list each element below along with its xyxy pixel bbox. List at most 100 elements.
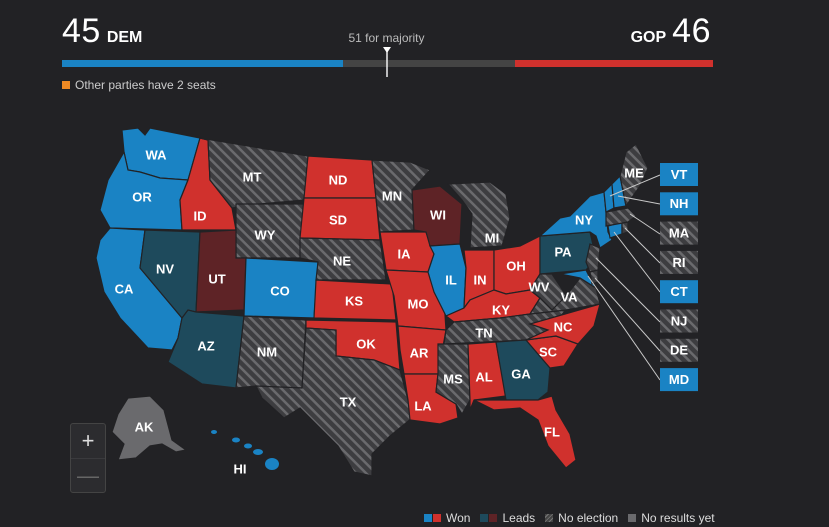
no-election-swatch (545, 514, 554, 522)
state-label-hi: HI (234, 461, 247, 476)
zoom-controls: + — (70, 423, 106, 493)
state-label-ok: OK (356, 336, 376, 351)
state-label-nm: NM (257, 344, 277, 359)
state-label-il: IL (445, 272, 457, 287)
gop-seat-count: 46 (672, 12, 711, 50)
state-label-ak: AK (135, 419, 154, 434)
state-label-nc: NC (554, 319, 573, 334)
state-label-me: ME (624, 165, 644, 180)
zoom-in-button[interactable]: + (81, 428, 95, 453)
state-label-tn: TN (475, 325, 492, 340)
gop-bar-fill (515, 60, 713, 67)
state-label-mt: MT (243, 169, 262, 184)
state-de[interactable] (589, 269, 599, 285)
state-label-id: ID (194, 208, 207, 223)
map-legend: Won Leads No election No results yet (424, 511, 725, 525)
state-label-ia: IA (398, 246, 412, 261)
state-label-fl: FL (544, 424, 560, 439)
legend-no-results: No results yet (628, 511, 715, 525)
state-label-sd: SD (329, 212, 347, 227)
dem-seat-count: 45 (62, 12, 101, 50)
state-label-mi: MI (485, 230, 499, 245)
state-label-pa: PA (554, 244, 572, 259)
state-label-ne: NE (333, 253, 351, 268)
no-results-swatch (628, 514, 637, 522)
state-label-mo: MO (408, 296, 429, 311)
state-label-az: AZ (197, 338, 214, 353)
majority-label: 51 for majority (348, 31, 425, 45)
state-label-ny: NY (575, 212, 593, 227)
state-fl[interactable] (473, 395, 577, 469)
state-label-wa: WA (146, 147, 168, 162)
legend-no-election: No election (545, 511, 618, 525)
state-box-label-de: DE (670, 343, 688, 358)
state-label-ks: KS (345, 293, 363, 308)
zoom-out-button[interactable]: — (71, 458, 105, 493)
gop-score: GOP 46 (625, 12, 711, 52)
state-label-ca: CA (115, 281, 134, 296)
state-box-fill-de (660, 338, 698, 362)
state-ks[interactable] (313, 279, 397, 321)
state-mi[interactable] (446, 181, 511, 249)
state-box-ct[interactable]: CT (660, 280, 698, 304)
state-label-sc: SC (539, 344, 558, 359)
state-label-va: VA (560, 289, 578, 304)
state-ny[interactable] (538, 191, 613, 249)
state-box-fill-ri (660, 250, 698, 274)
state-nc[interactable] (525, 303, 601, 345)
northeast-leader-lines (587, 174, 661, 381)
state-box-md[interactable]: MD (660, 368, 698, 392)
state-me[interactable] (619, 143, 649, 208)
state-box-label-vt: VT (671, 167, 688, 182)
gop-leads-swatch (489, 514, 498, 522)
dem-won-swatch (424, 514, 432, 522)
majority-marker-icon (383, 47, 391, 77)
state-label-wi: WI (430, 207, 446, 222)
state-label-ar: AR (410, 345, 429, 360)
state-box-fill-vt (660, 163, 698, 186)
state-label-tx: TX (340, 394, 357, 409)
state-label-nv: NV (156, 261, 174, 276)
state-box-nj[interactable]: NJ (660, 309, 698, 333)
state-label-la: LA (414, 398, 432, 413)
state-box-ri[interactable]: RI (660, 250, 698, 274)
state-label-wy: WY (255, 227, 276, 242)
other-parties-note: Other parties have 2 seats (62, 78, 216, 92)
state-label-or: OR (132, 189, 152, 204)
legend-won: Won (424, 511, 470, 525)
state-ak[interactable] (111, 395, 188, 461)
state-box-fill-ct (660, 280, 698, 304)
state-box-fill-nh (660, 192, 698, 216)
state-box-fill-md (660, 368, 698, 392)
gop-won-swatch (433, 514, 441, 522)
state-box-label-ri: RI (673, 255, 686, 270)
state-box-vt[interactable]: VT (660, 163, 698, 186)
state-box-de[interactable]: DE (660, 338, 698, 362)
state-label-in: IN (474, 272, 487, 287)
dem-party-label: DEM (106, 29, 143, 46)
dem-leads-swatch (480, 514, 489, 522)
state-ma[interactable] (605, 207, 637, 227)
state-box-label-nh: NH (670, 196, 689, 211)
state-hi[interactable] (211, 430, 279, 470)
state-box-fill-ma (660, 221, 698, 245)
state-label-al: AL (475, 369, 492, 384)
state-label-ga: GA (511, 366, 531, 381)
state-label-mn: MN (382, 188, 402, 203)
state-label-ut: UT (208, 271, 225, 286)
gop-party-label: GOP (630, 29, 667, 46)
other-party-swatch (62, 81, 70, 89)
state-box-label-md: MD (669, 372, 689, 387)
state-label-co: CO (270, 283, 290, 298)
state-box-label-ma: MA (669, 226, 690, 241)
state-label-ms: MS (443, 371, 463, 386)
state-box-ma[interactable]: MA (660, 221, 698, 245)
state-box-fill-nj (660, 309, 698, 333)
state-box-nh[interactable]: NH (660, 192, 698, 216)
legend-leads: Leads (480, 511, 535, 525)
state-label-ky: KY (492, 302, 510, 317)
state-tx[interactable] (255, 327, 413, 477)
state-box-label-ct: CT (670, 284, 687, 299)
state-label-wv: WV (529, 279, 550, 294)
